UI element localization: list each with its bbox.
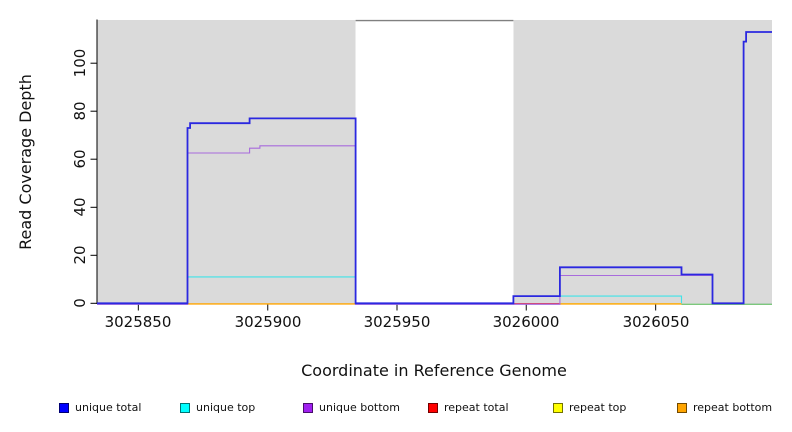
legend-label: repeat top xyxy=(569,401,627,414)
legend-item-unique-top: unique top xyxy=(180,401,255,414)
y-tick-label: 40 xyxy=(71,197,89,217)
legend-item-repeat-bottom: repeat bottom xyxy=(677,401,772,414)
x-tick-label: 3025950 xyxy=(363,313,431,331)
unique-total-swatch-icon xyxy=(59,402,69,413)
legend-item-repeat-total: repeat total xyxy=(428,401,509,414)
legend-item-repeat-top: repeat top xyxy=(553,401,626,414)
repeat-top-swatch-icon xyxy=(553,402,563,413)
unique-bottom-swatch-icon xyxy=(303,402,313,413)
series-unique-bottom-line xyxy=(97,145,772,305)
y-tick-label: 20 xyxy=(71,245,89,265)
gap-region xyxy=(355,20,514,304)
x-axis-label: Coordinate in Reference Genome xyxy=(301,361,567,380)
legend-label: repeat bottom xyxy=(693,401,773,414)
legend-label: unique top xyxy=(196,401,256,414)
shaded-region-1 xyxy=(97,20,356,304)
legend-item-unique-total: unique total xyxy=(59,401,141,414)
legend-label: repeat total xyxy=(444,401,509,414)
x-tick-label: 3025850 xyxy=(104,313,172,331)
y-axis-label: Read Coverage Depth xyxy=(16,74,35,250)
y-tick-label: 100 xyxy=(71,48,89,78)
shaded-region-2 xyxy=(513,20,772,304)
y-tick-label: 60 xyxy=(71,149,89,169)
y-tick-label: 0 xyxy=(71,298,89,308)
repeat-bottom-swatch-icon xyxy=(677,402,687,413)
x-tick-label: 3026050 xyxy=(622,313,690,331)
x-tick-label: 3026000 xyxy=(492,313,560,331)
series-unique-total-line xyxy=(97,31,772,305)
y-tick-label: 80 xyxy=(71,101,89,121)
legend-label: unique total xyxy=(75,401,142,414)
unique-top-swatch-icon xyxy=(180,402,190,413)
repeat-total-swatch-icon xyxy=(428,402,438,413)
legend-item-unique-bottom: unique bottom xyxy=(303,401,400,414)
legend-label: unique bottom xyxy=(319,401,401,414)
x-tick-label: 3025900 xyxy=(234,313,302,331)
